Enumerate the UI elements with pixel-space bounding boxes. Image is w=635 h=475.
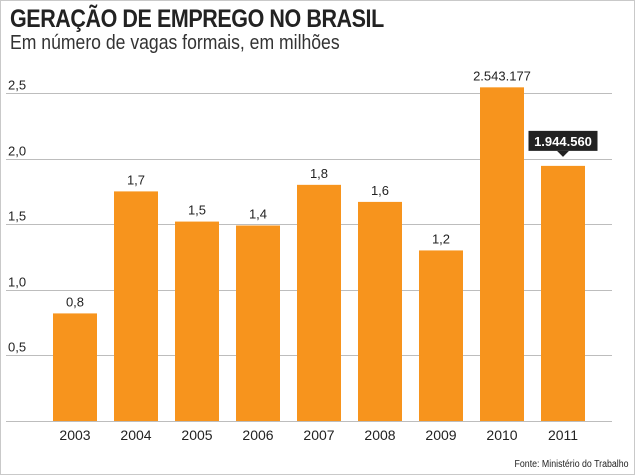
x-tick-label-2006: 2006: [242, 427, 273, 443]
x-tick-label-2007: 2007: [303, 427, 334, 443]
bar-2009: [419, 250, 463, 421]
y-tick-label: 2,0: [8, 144, 26, 159]
bar-2004: [114, 191, 158, 421]
bar-2011: [541, 165, 585, 421]
x-tick-label-2010: 2010: [486, 427, 517, 443]
chart-title: GERAÇÃO DE EMPREGO NO BRASIL: [10, 5, 384, 33]
bar-2008: [358, 201, 402, 421]
highlight-label-box: [528, 130, 598, 151]
data-label-2006: 1,4: [249, 207, 267, 222]
x-axis-ticks: 2003 2004 2005 2006 2007 2008 2009 2010 2011: [59, 427, 578, 443]
x-tick-label-2009: 2009: [425, 427, 456, 443]
data-label-2004: 1,7: [127, 172, 145, 187]
y-tick-label: 1,5: [8, 209, 26, 224]
data-label-2011: 1.944.560: [534, 134, 592, 149]
bar-2003: [53, 313, 97, 421]
x-tick-label-2004: 2004: [120, 427, 151, 443]
x-tick-label-2005: 2005: [181, 427, 212, 443]
chart-subtitle: Em número de vagas formais, em milhões: [10, 32, 340, 54]
data-label-2008: 1,6: [371, 183, 389, 198]
data-label-2010: 2.543.177: [473, 68, 531, 83]
bar-2005: [175, 221, 219, 421]
bars: [53, 87, 585, 421]
data-label-2005: 1,5: [188, 203, 206, 218]
y-axis-ticks: 0,5 1,0 1,5 2,0 2,5: [8, 78, 26, 355]
bar-2007: [297, 184, 341, 421]
y-tick-label: 2,5: [8, 78, 26, 93]
x-tick-label-2003: 2003: [59, 427, 90, 443]
data-labels: 0,8 1,7 1,5 1,4 1,8 1,6 1,2 2.543.177 1.944.560: [66, 68, 598, 309]
data-label-2003: 0,8: [66, 294, 84, 309]
y-tick-label: 0,5: [8, 340, 26, 355]
x-tick-label-2008: 2008: [364, 427, 395, 443]
data-label-2009: 1,2: [432, 231, 450, 246]
bar-2006: [236, 225, 280, 421]
data-label-2007: 1,8: [310, 166, 328, 181]
y-tick-label: 1,0: [8, 275, 26, 290]
source-note: Fonte: Ministério do Trabalho: [515, 459, 629, 470]
x-tick-label-2011: 2011: [548, 427, 578, 443]
bar-2010: [480, 87, 524, 421]
highlight-label-pointer: [557, 150, 569, 157]
